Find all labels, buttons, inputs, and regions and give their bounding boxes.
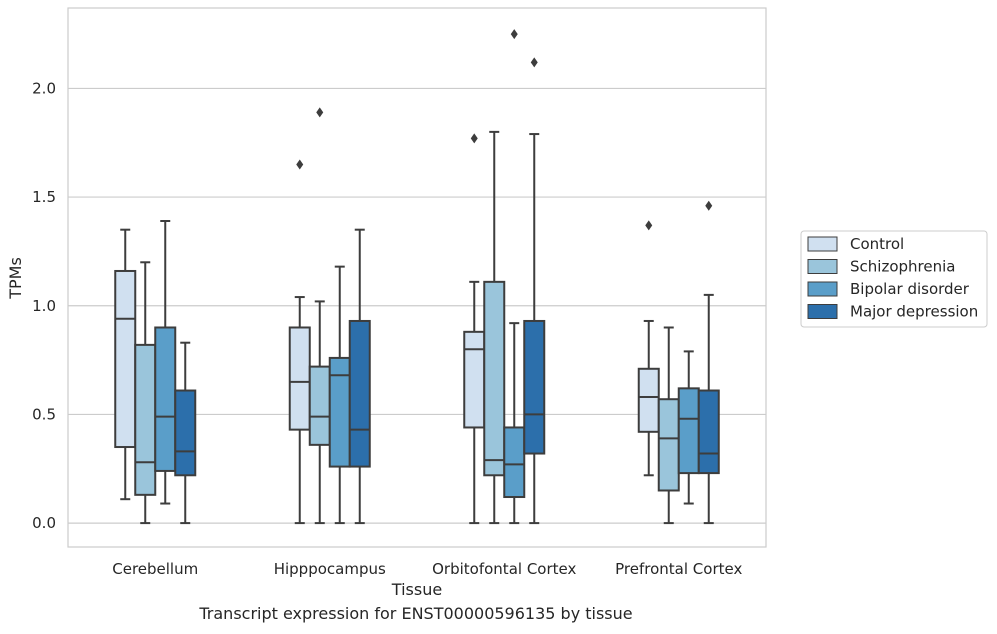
legend-label: Schizophrenia — [850, 258, 955, 276]
outlier-marker — [645, 220, 653, 231]
legend: Control Schizophrenia Bipolar disorder Majo… — [800, 230, 988, 328]
box-iqr — [637, 367, 660, 433]
outlier-marker — [530, 57, 538, 68]
legend-swatch — [807, 304, 838, 319]
outlier-marker — [510, 29, 518, 40]
legend-label: Control — [850, 235, 904, 253]
box-bipolar-disorder — [503, 29, 526, 525]
box-major-depression — [174, 341, 197, 525]
x-tick-label: Prefrontal Cortex — [615, 560, 742, 578]
box-bipolar-disorder — [677, 350, 700, 505]
box-schizophrenia — [134, 261, 157, 525]
box-major-depression — [697, 200, 720, 525]
box-schizophrenia — [657, 326, 680, 525]
box-control — [463, 133, 486, 525]
box-iqr — [348, 319, 371, 468]
box-iqr — [134, 343, 157, 496]
box-iqr — [308, 365, 331, 446]
box-control — [637, 220, 660, 477]
legend-item: Control — [807, 235, 904, 253]
y-axis-ticks: 0.0 0.5 1.0 1.5 2.0 — [32, 79, 56, 532]
box-iqr — [483, 280, 506, 477]
legend-item: Major depression — [807, 303, 978, 321]
outlier-marker — [705, 200, 713, 211]
box-iqr — [697, 389, 720, 475]
box-bipolar-disorder — [328, 265, 351, 525]
box-schizophrenia — [483, 130, 506, 525]
figure-caption: Transcript expression for ENST0000059613… — [199, 604, 633, 623]
plot-frame — [67, 7, 767, 548]
y-tick-label: 0.5 — [32, 405, 56, 423]
x-axis-ticks: Cerebellum Hipppocampus Orbitofontal Corte… — [112, 560, 742, 578]
box-iqr — [677, 387, 700, 475]
y-tick-label: 2.0 — [32, 79, 56, 97]
box-iqr — [657, 398, 680, 492]
legend-frame — [800, 230, 988, 328]
x-axis-label: Tissue — [391, 580, 442, 599]
legend-item: Bipolar disorder — [807, 280, 970, 298]
x-tick-label: Orbitofontal Cortex — [432, 560, 576, 578]
legend-label: Major depression — [850, 303, 978, 321]
box-iqr — [503, 426, 526, 499]
box-groups — [114, 29, 720, 525]
y-axis-label: TPMs — [6, 257, 25, 300]
box-major-depression — [523, 57, 546, 525]
legend-swatch — [807, 236, 838, 252]
legend-item: Schizophrenia — [807, 258, 955, 276]
box-iqr — [154, 326, 177, 472]
y-tick-label: 1.5 — [32, 188, 56, 206]
legend-swatch — [807, 259, 838, 274]
legend-label: Bipolar disorder — [850, 280, 970, 298]
box-iqr — [463, 330, 486, 429]
y-tick-label: 1.0 — [32, 297, 56, 315]
box-bipolar-disorder — [154, 219, 177, 505]
box-major-depression — [348, 228, 371, 525]
y-tick-label: 0.0 — [32, 514, 56, 532]
outlier-marker — [296, 159, 304, 170]
box-iqr — [523, 319, 546, 455]
outlier-marker — [470, 133, 478, 144]
box-iqr — [328, 356, 351, 468]
legend-swatch — [807, 281, 838, 297]
box-control — [114, 228, 137, 501]
box-iqr — [114, 269, 137, 449]
x-tick-label: Cerebellum — [112, 560, 198, 578]
box-schizophrenia — [308, 107, 331, 525]
box-control — [288, 159, 311, 525]
box-iqr — [174, 389, 197, 477]
box-iqr — [288, 326, 311, 431]
x-tick-label: Hipppocampus — [274, 560, 386, 578]
outlier-marker — [316, 107, 324, 118]
